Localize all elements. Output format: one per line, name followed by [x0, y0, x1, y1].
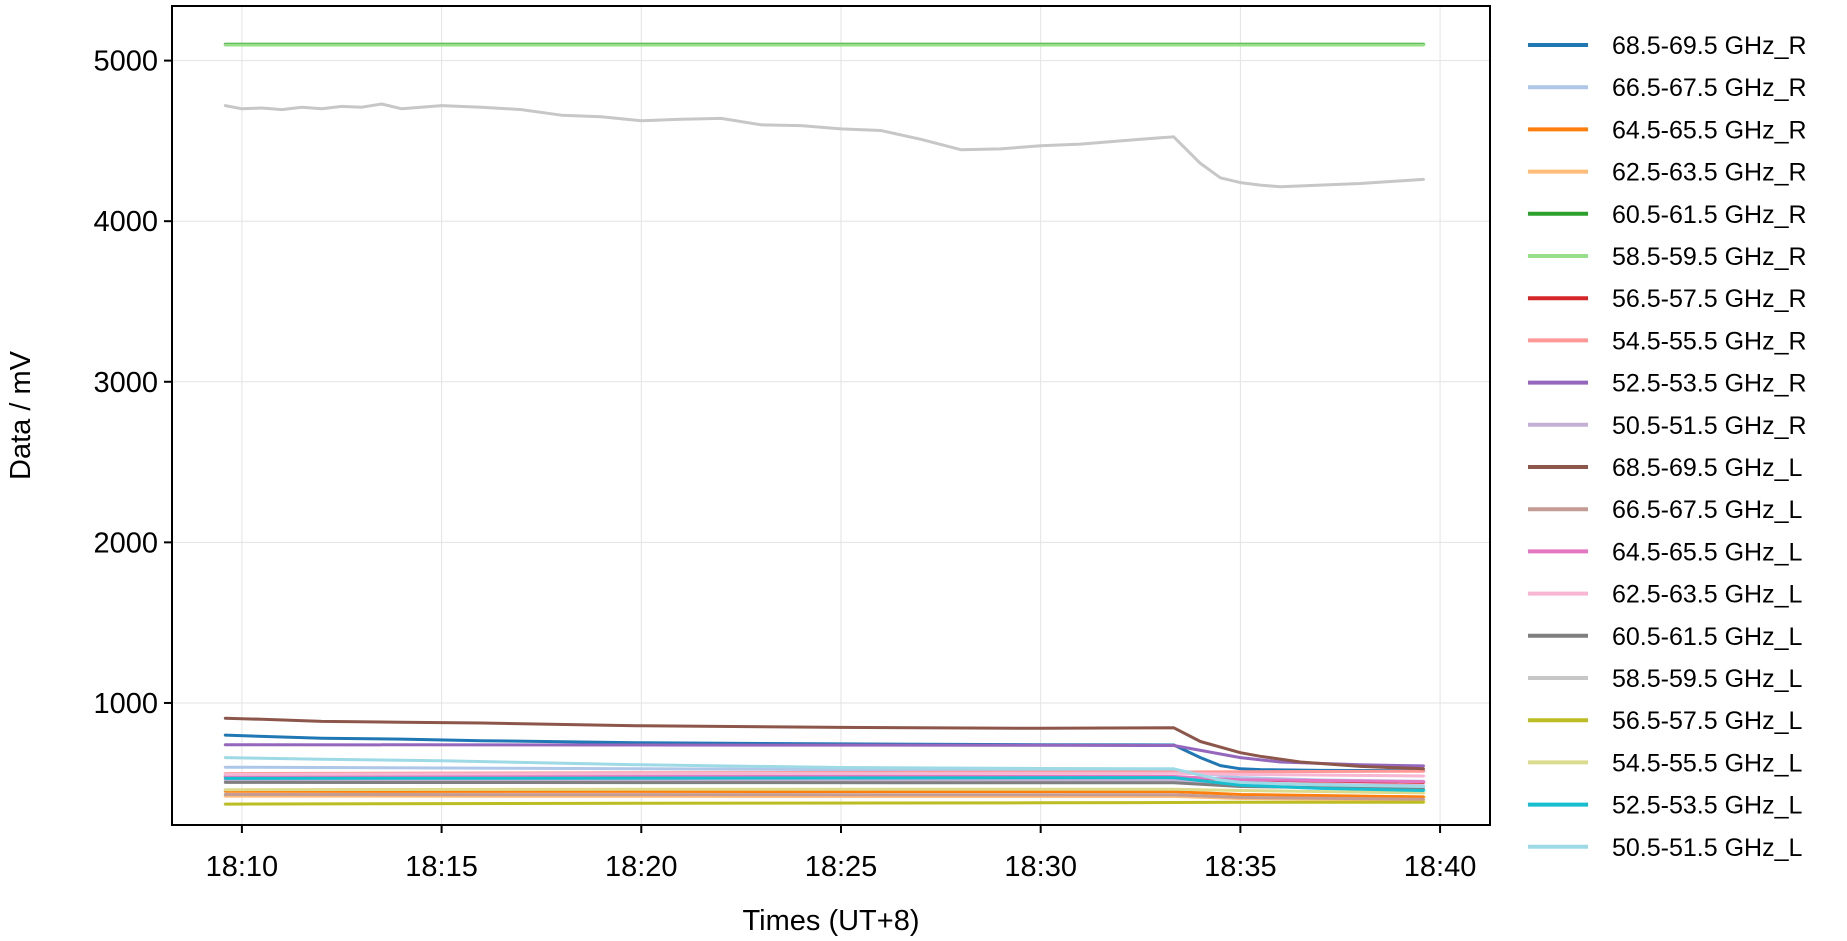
legend-item: 66.5-67.5 GHz_L — [1528, 496, 1802, 524]
legend-item: 60.5-61.5 GHz_L — [1528, 623, 1802, 651]
legend-item: 56.5-57.5 GHz_L — [1528, 707, 1802, 735]
x-axis-ticks: 18:10 18:15 18:20 18:25 18:30 18:35 18:40 — [206, 825, 1477, 883]
y-axis-title: Data / mV — [5, 350, 37, 480]
legend-label: 60.5-61.5 GHz_L — [1612, 623, 1802, 651]
legend-label: 64.5-65.5 GHz_L — [1612, 538, 1802, 566]
x-tick-label: 18:40 — [1404, 851, 1477, 883]
legend-label: 52.5-53.5 GHz_R — [1612, 370, 1807, 398]
legend-label: 58.5-59.5 GHz_R — [1612, 243, 1807, 271]
x-tick-label: 18:20 — [605, 851, 678, 883]
legend-item: 54.5-55.5 GHz_R — [1528, 327, 1807, 355]
y-axis-ticks: 1000 2000 3000 4000 5000 — [93, 46, 172, 720]
x-tick-label: 18:15 — [405, 851, 478, 883]
series-layer — [223, 42, 1425, 806]
legend: 68.5-69.5 GHz_R 66.5-67.5 GHz_R 64.5-65.5 … — [1528, 32, 1807, 862]
legend-item: 58.5-59.5 GHz_L — [1528, 665, 1802, 693]
legend-label: 52.5-53.5 GHz_L — [1612, 792, 1802, 820]
x-tick-label: 18:25 — [805, 851, 878, 883]
y-tick-label: 4000 — [93, 206, 158, 238]
legend-item: 50.5-51.5 GHz_L — [1528, 834, 1802, 862]
series-line-16 — [223, 102, 1425, 189]
legend-label: 68.5-69.5 GHz_R — [1612, 32, 1807, 60]
y-tick-label: 5000 — [93, 46, 158, 78]
legend-item: 62.5-63.5 GHz_L — [1528, 581, 1802, 609]
legend-item: 60.5-61.5 GHz_R — [1528, 201, 1807, 229]
series-line-19 — [223, 776, 1425, 792]
legend-label: 66.5-67.5 GHz_R — [1612, 74, 1807, 102]
legend-item: 68.5-69.5 GHz_R — [1528, 32, 1807, 60]
series-line-12 — [223, 793, 1425, 801]
legend-label: 62.5-63.5 GHz_L — [1612, 581, 1802, 609]
legend-item: 56.5-57.5 GHz_R — [1528, 285, 1807, 313]
x-axis-title: Times (UT+8) — [743, 905, 920, 937]
legend-label: 64.5-65.5 GHz_R — [1612, 116, 1807, 144]
legend-label: 54.5-55.5 GHz_R — [1612, 327, 1807, 355]
x-tick-label: 18:30 — [1004, 851, 1077, 883]
grid-layer — [172, 6, 1490, 825]
legend-label: 60.5-61.5 GHz_R — [1612, 201, 1807, 229]
legend-item: 64.5-65.5 GHz_R — [1528, 116, 1807, 144]
y-tick-label: 2000 — [93, 527, 158, 559]
series-line-17 — [223, 800, 1425, 806]
series-line-3 — [223, 789, 1425, 799]
legend-item: 62.5-63.5 GHz_R — [1528, 159, 1807, 187]
x-tick-label: 18:10 — [206, 851, 279, 883]
legend-label: 50.5-51.5 GHz_L — [1612, 834, 1802, 862]
series-line-20 — [223, 756, 1425, 788]
legend-item: 52.5-53.5 GHz_R — [1528, 370, 1807, 398]
series-line-14 — [223, 771, 1425, 778]
legend-label: 62.5-63.5 GHz_R — [1612, 159, 1807, 187]
legend-label: 56.5-57.5 GHz_L — [1612, 707, 1802, 735]
series-line-11 — [223, 716, 1425, 771]
legend-label: 50.5-51.5 GHz_R — [1612, 412, 1807, 440]
legend-item: 68.5-69.5 GHz_L — [1528, 454, 1802, 482]
plot-frame — [171, 5, 1491, 826]
legend-item: 52.5-53.5 GHz_L — [1528, 792, 1802, 820]
legend-item: 50.5-51.5 GHz_R — [1528, 412, 1807, 440]
y-tick-label: 1000 — [93, 688, 158, 720]
legend-label: 56.5-57.5 GHz_R — [1612, 285, 1807, 313]
y-tick-label: 3000 — [93, 367, 158, 399]
legend-item: 54.5-55.5 GHz_L — [1528, 749, 1802, 777]
legend-label: 54.5-55.5 GHz_L — [1612, 749, 1802, 777]
legend-item: 58.5-59.5 GHz_R — [1528, 243, 1807, 271]
series-line-18 — [223, 787, 1425, 795]
legend-item: 64.5-65.5 GHz_L — [1528, 538, 1802, 566]
legend-label: 58.5-59.5 GHz_L — [1612, 665, 1802, 693]
x-tick-label: 18:35 — [1204, 851, 1277, 883]
legend-item: 66.5-67.5 GHz_R — [1528, 74, 1807, 102]
series-line-9 — [223, 743, 1425, 768]
legend-label: 68.5-69.5 GHz_L — [1612, 454, 1802, 482]
legend-label: 66.5-67.5 GHz_L — [1612, 496, 1802, 524]
